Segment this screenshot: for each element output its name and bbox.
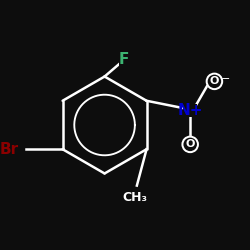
- Text: O: O: [186, 140, 195, 149]
- Circle shape: [182, 137, 198, 152]
- FancyBboxPatch shape: [184, 104, 197, 117]
- Text: −: −: [221, 74, 230, 84]
- FancyBboxPatch shape: [124, 192, 144, 204]
- FancyBboxPatch shape: [119, 53, 129, 66]
- Text: CH₃: CH₃: [122, 191, 147, 204]
- Text: Br: Br: [0, 142, 19, 157]
- Text: F: F: [119, 52, 129, 67]
- Text: O: O: [210, 76, 219, 86]
- Circle shape: [207, 74, 222, 89]
- Text: N+: N+: [178, 103, 203, 118]
- FancyBboxPatch shape: [0, 142, 22, 156]
